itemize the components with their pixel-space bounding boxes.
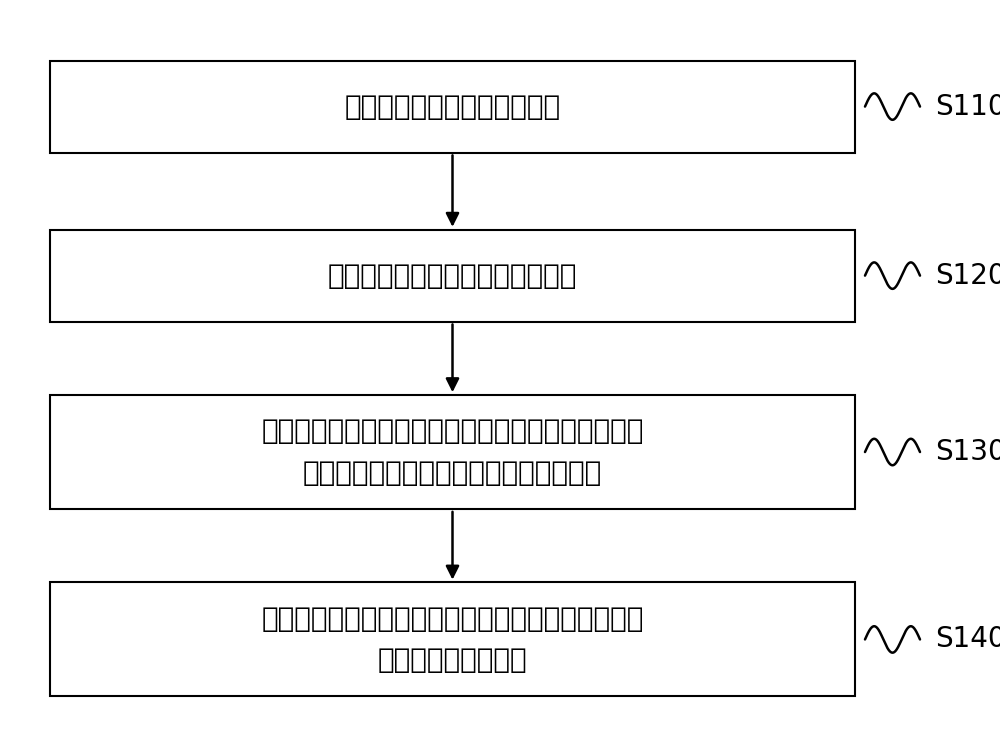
Bar: [50, 395, 855, 509]
Bar: [50, 582, 855, 697]
Bar: [50, 61, 855, 153]
Text: 基于所述属性检测结果生成推送信息，并将所述推送
信息反馈至目标终端: 基于所述属性检测结果生成推送信息，并将所述推送 信息反馈至目标终端: [261, 605, 644, 674]
Text: 获取当前环节的环节属性信息: 获取当前环节的环节属性信息: [344, 93, 561, 121]
Text: S130: S130: [935, 438, 1000, 466]
Bar: [50, 229, 855, 322]
Text: 确定所述当前环节的属性评估参数: 确定所述当前环节的属性评估参数: [328, 262, 577, 290]
Text: 通过预先设置的属性检测规则对所述属性评估参数进
行处理，以得到当前环节的属性检测结果: 通过预先设置的属性检测规则对所述属性评估参数进 行处理，以得到当前环节的属性检测…: [261, 417, 644, 487]
Text: S120: S120: [935, 262, 1000, 290]
Text: S110: S110: [935, 93, 1000, 121]
Text: S140: S140: [935, 625, 1000, 653]
